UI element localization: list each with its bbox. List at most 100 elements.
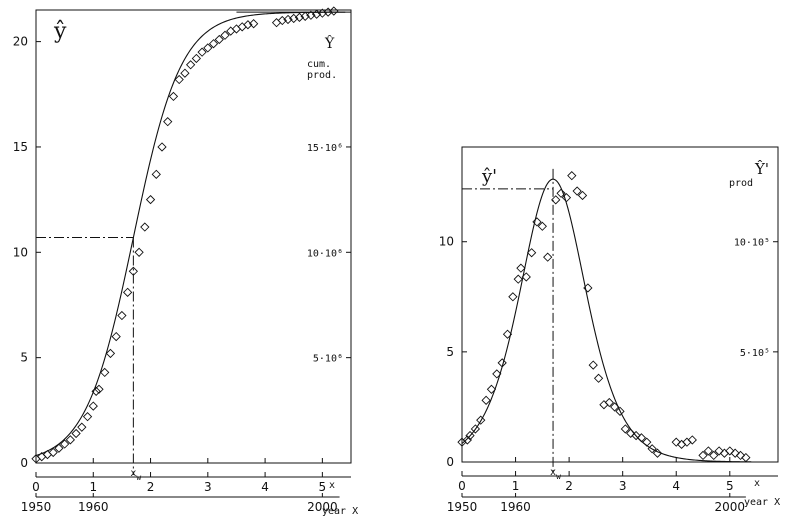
data-point	[526, 248, 537, 258]
data-point	[709, 450, 719, 461]
data-point	[329, 6, 339, 16]
data-point	[65, 435, 76, 445]
data-point	[145, 194, 156, 205]
data-point	[91, 386, 101, 396]
data-point	[481, 395, 491, 405]
data-point	[48, 447, 58, 458]
left-year-axis-label: year X	[322, 506, 358, 517]
right-tick-label: 5·10⁶	[313, 354, 343, 365]
data-point	[140, 222, 150, 232]
data-point	[100, 367, 110, 378]
data-point	[462, 435, 472, 445]
data-point	[741, 452, 751, 463]
year-tick-label: 1960	[500, 500, 531, 514]
data-point	[134, 247, 144, 257]
data-point	[610, 402, 620, 412]
data-point	[652, 448, 663, 458]
right-right-title: Ŷ'	[754, 160, 769, 178]
xw-label: xw	[550, 467, 561, 481]
right-tick-label: 15·10⁶	[307, 143, 343, 154]
data-point	[543, 252, 553, 262]
right-x-axis-label: x	[754, 478, 760, 489]
data-point	[735, 450, 746, 461]
data-point	[492, 369, 502, 379]
data-point	[185, 60, 196, 70]
data-point	[476, 415, 486, 425]
data-point	[532, 217, 542, 227]
data-point	[671, 437, 681, 447]
year-tick-label: 2000	[307, 500, 338, 514]
data-point	[117, 310, 127, 321]
right-right-caption: prod	[729, 178, 753, 189]
data-point	[486, 384, 497, 394]
data-point	[180, 68, 190, 78]
data-point	[203, 43, 213, 53]
x-tick-label: 0	[32, 480, 40, 494]
y-tick-label: 5	[20, 351, 28, 365]
y-tick-label: 0	[446, 455, 454, 469]
data-point	[465, 430, 475, 441]
year-tick-label: 2000	[715, 500, 746, 514]
data-point	[567, 170, 577, 181]
right-chart: ŷ' Ŷ' prod x year X 0 1 2 3 4 5 0 5 10 5·10⁵ 10·10…	[439, 146, 780, 514]
data-point	[94, 384, 104, 394]
data-point	[502, 329, 513, 339]
data-point	[128, 266, 139, 276]
xw-label-sub: w	[136, 473, 141, 482]
data-point	[604, 397, 614, 408]
data-point	[599, 400, 609, 410]
data-point	[513, 274, 523, 284]
x-tick-label: 2	[147, 480, 155, 494]
data-point	[537, 221, 547, 231]
fitted-curve	[461, 178, 752, 463]
data-point	[77, 422, 87, 432]
left-right-caption-2: prod.	[307, 70, 337, 81]
data-point	[197, 47, 207, 57]
data-point	[714, 446, 724, 456]
x-tick-label: 1	[512, 479, 520, 493]
data-point	[311, 9, 322, 19]
data-point	[168, 91, 179, 102]
data-point	[59, 439, 70, 449]
data-point	[642, 437, 652, 447]
y-tick-label: 10	[439, 235, 454, 249]
data-point	[220, 30, 230, 40]
right-tick-label: 10·10⁶	[307, 248, 343, 259]
data-point	[572, 186, 582, 196]
left-x-axis-label: x	[329, 480, 335, 491]
data-point	[122, 287, 133, 297]
xw-label: xw	[130, 468, 141, 482]
data-point	[516, 263, 526, 273]
year-tick-label: 1950	[447, 500, 478, 514]
x-tick-label: 0	[458, 479, 466, 493]
data-point	[157, 142, 167, 152]
fitted-curve	[35, 11, 346, 457]
data-point	[88, 401, 98, 411]
x-tick-label: 4	[672, 479, 680, 493]
left-chart: ŷ Ŷ cum. prod. x year X 0 1 2 3 4 5 0 5 10 15 20 5·…	[13, 6, 358, 517]
data-point	[300, 11, 310, 21]
data-point	[676, 439, 687, 450]
data-point	[82, 412, 93, 422]
data-point	[508, 292, 518, 302]
data-point	[615, 406, 625, 416]
left-right-title: Ŷ	[324, 34, 335, 52]
y-tick-label: 5	[446, 345, 454, 359]
data-point	[105, 348, 116, 359]
data-point	[294, 12, 305, 23]
data-point	[283, 14, 293, 25]
data-point	[593, 373, 604, 383]
data-point	[588, 360, 598, 370]
data-point	[191, 53, 202, 64]
data-point	[289, 13, 299, 24]
right-year-axis-label: year X	[744, 497, 780, 508]
data-point	[556, 188, 566, 198]
data-point	[577, 190, 588, 201]
year-tick-label: 1950	[21, 500, 52, 514]
data-point	[470, 424, 481, 434]
data-point	[163, 117, 173, 127]
data-point	[214, 34, 224, 45]
x-tick-label: 5	[726, 479, 734, 493]
data-point	[682, 437, 692, 447]
data-point	[703, 446, 714, 456]
